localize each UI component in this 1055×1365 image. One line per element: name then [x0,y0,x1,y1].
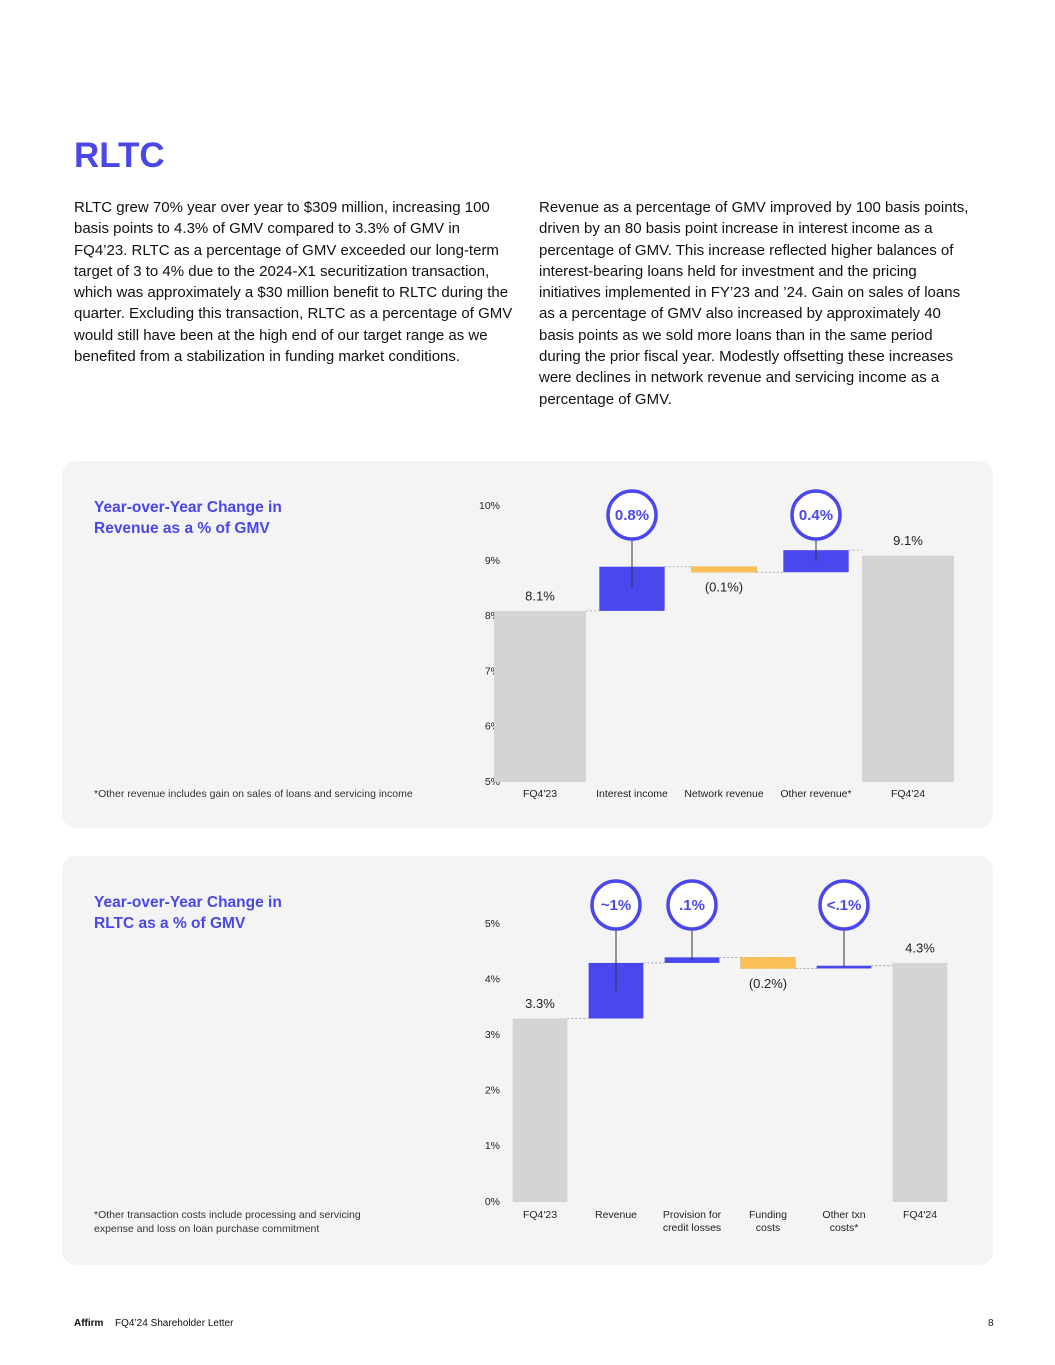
bar [512,1018,568,1202]
value-label: (0.2%) [749,976,787,991]
callout [666,879,718,931]
y-tick-label: 0% [485,1196,500,1208]
callout [590,879,642,931]
chart-note: *Other revenue includes gain on sales of… [94,788,413,800]
chart-note: *Other transaction costs include process… [94,1209,361,1235]
value-label: 9.1% [893,533,923,548]
x-tick-label: Other txn costs* [822,1209,865,1234]
x-tick-label: Network revenue [684,788,764,800]
x-tick-label: FQ4'23 [523,1209,557,1221]
chart: 0% 1% 2% 3% 4% 5% 3.3% FQ4'23 ~1% Revenue .1% Provi… [485,879,948,1234]
y-tick-label: 2% [485,1085,500,1097]
value-label: 3.3% [525,996,555,1011]
value-label: 4.3% [905,940,935,955]
x-tick-label: Revenue [595,1209,637,1221]
x-tick-label: Funding costs [749,1209,787,1234]
callout [790,489,842,541]
value-label: <.1% [827,897,862,914]
bar [691,566,757,573]
callout [818,879,870,931]
x-tick-label: FQ4'24 [903,1209,937,1221]
callout [606,489,658,541]
footer-document: FQ4’24 Shareholder Letter [115,1318,234,1329]
bar [862,555,954,782]
value-label: .1% [679,897,705,914]
footer-brand: Affirm [74,1318,104,1329]
y-tick-label: 9% [485,555,500,567]
value-label: (0.1%) [705,580,743,595]
bar [664,957,720,963]
bar [740,957,796,969]
x-tick-label: Other revenue* [780,788,851,800]
x-tick-label: FQ4'24 [891,788,925,800]
section-title: RLTC [74,136,165,175]
bar [783,550,849,573]
paragraph: RLTC grew 70% year over year to $309 mil… [74,199,513,366]
value-label: 0.8% [615,507,649,524]
y-tick-label: 4% [485,973,500,985]
value-label: 8.1% [525,588,555,603]
chart-panel: 5% 6% 7% 8% 9% 10% 8.1% FQ4'23 0.8% Interest inco… [62,461,993,828]
bar [494,610,586,782]
y-tick-label: 1% [485,1140,500,1152]
page-number: 8 [988,1318,994,1329]
value-label: 0.4% [799,507,833,524]
x-tick-label: FQ4'23 [523,788,557,800]
value-label: ~1% [601,897,631,914]
chart: 5%6%7%8%9%10%8.1%FQ4'230.8%Interest inco… [479,489,954,800]
y-tick-label: 3% [485,1029,500,1041]
x-tick-label: Provision for credit losses [663,1209,722,1234]
x-tick-label: Interest income [596,788,668,800]
bar [892,962,948,1202]
chart-title: Year-over-Year Change in Revenue as a % … [94,499,282,537]
chart-title: Year-over-Year Change in RLTC as a % of … [94,894,282,932]
y-tick-label: 5% [485,918,500,930]
y-tick-label: 10% [479,500,500,512]
chart-panel: 0% 1% 2% 3% 4% 5% 3.3% FQ4'23 ~1% Revenue .1% Provi… [62,856,993,1265]
paragraph: Revenue as a percentage of GMV improved … [539,199,969,408]
